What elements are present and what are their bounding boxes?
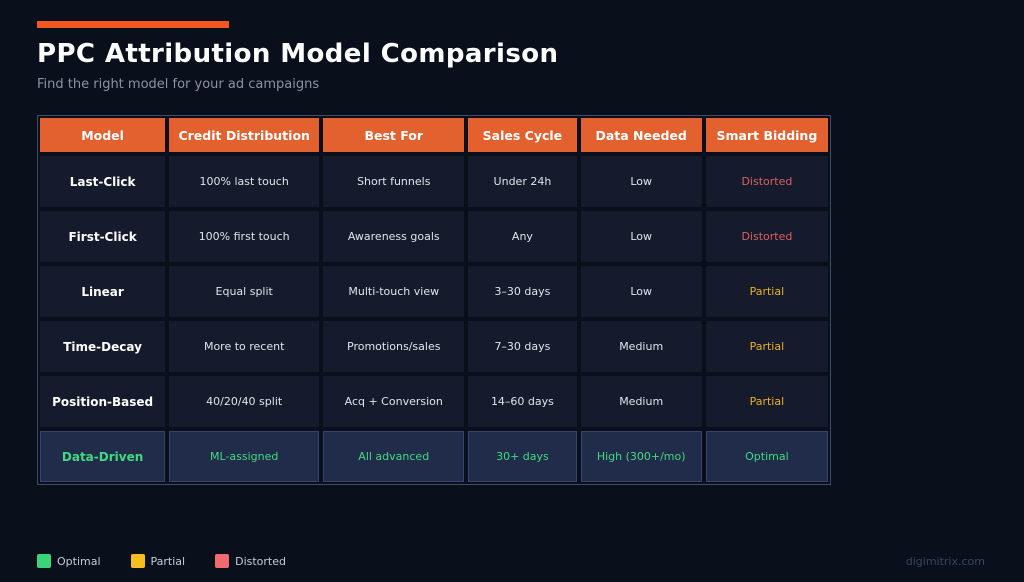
footer: Optimal Partial Distorted digimitrix.com xyxy=(37,554,985,568)
cell-sales-cycle: 14–60 days xyxy=(468,376,577,427)
cell-credit: Equal split xyxy=(169,266,320,317)
cell-best-for: Short funnels xyxy=(323,156,465,207)
cell-best-for: All advanced xyxy=(323,431,465,482)
cell-model: Position-Based xyxy=(40,376,166,427)
cell-credit: 100% last touch xyxy=(169,156,320,207)
cell-data-needed: Medium xyxy=(580,376,702,427)
cell-smart-bidding: Distorted xyxy=(705,211,828,262)
cell-sales-cycle: 30+ days xyxy=(468,431,577,482)
cell-sales-cycle: Under 24h xyxy=(468,156,577,207)
partial-swatch-icon xyxy=(130,554,145,568)
accent-bar xyxy=(37,21,229,28)
column-header-model: Model xyxy=(40,118,166,152)
cell-credit: 100% first touch xyxy=(169,211,320,262)
cell-smart-bidding: Partial xyxy=(705,266,828,317)
legend-label: Distorted xyxy=(235,554,286,568)
cell-model: Data-Driven xyxy=(40,431,166,482)
column-header-credit: Credit Distribution xyxy=(169,118,320,152)
cell-data-needed: High (300+/mo) xyxy=(580,431,702,482)
cell-sales-cycle: 3–30 days xyxy=(468,266,577,317)
legend-label: Optimal xyxy=(57,554,101,568)
legend-item-distorted: Distorted xyxy=(215,554,286,568)
page-title: PPC Attribution Model Comparison xyxy=(37,39,559,69)
column-header-best-for: Best For xyxy=(323,118,465,152)
legend-item-optimal: Optimal xyxy=(37,554,101,568)
cell-best-for: Multi-touch view xyxy=(323,266,465,317)
cell-model: First-Click xyxy=(40,211,166,262)
cell-best-for: Awareness goals xyxy=(323,211,465,262)
cell-smart-bidding: Partial xyxy=(705,321,828,372)
cell-smart-bidding: Distorted xyxy=(705,156,828,207)
cell-data-needed: Low xyxy=(580,211,702,262)
column-header-smart-bidding: Smart Bidding xyxy=(705,118,828,152)
cell-sales-cycle: 7–30 days xyxy=(468,321,577,372)
legend: Optimal Partial Distorted xyxy=(37,554,286,568)
distorted-swatch-icon xyxy=(215,554,230,568)
cell-credit: 40/20/40 split xyxy=(169,376,320,427)
cell-data-needed: Medium xyxy=(580,321,702,372)
page-subtitle: Find the right model for your ad campaig… xyxy=(37,77,320,92)
cell-credit: ML-assigned xyxy=(169,431,320,482)
optimal-swatch-icon xyxy=(37,554,51,568)
legend-item-partial: Partial xyxy=(130,554,186,568)
cell-smart-bidding: Partial xyxy=(705,376,828,427)
site-watermark: digimitrix.com xyxy=(905,554,985,568)
legend-label: Partial xyxy=(150,554,186,568)
column-header-data-needed: Data Needed xyxy=(580,118,702,152)
cell-smart-bidding: Optimal xyxy=(705,431,828,482)
cell-credit: More to recent xyxy=(169,321,320,372)
cell-data-needed: Low xyxy=(580,266,702,317)
comparison-table: Model Credit Distribution Best For Sales… xyxy=(37,115,831,485)
cell-best-for: Acq + Conversion xyxy=(323,376,465,427)
column-header-sales-cycle: Sales Cycle xyxy=(468,118,577,152)
cell-model: Linear xyxy=(40,266,166,317)
cell-model: Last-Click xyxy=(40,156,166,207)
cell-data-needed: Low xyxy=(580,156,702,207)
cell-sales-cycle: Any xyxy=(468,211,577,262)
cell-model: Time-Decay xyxy=(40,321,166,372)
cell-best-for: Promotions/sales xyxy=(323,321,465,372)
